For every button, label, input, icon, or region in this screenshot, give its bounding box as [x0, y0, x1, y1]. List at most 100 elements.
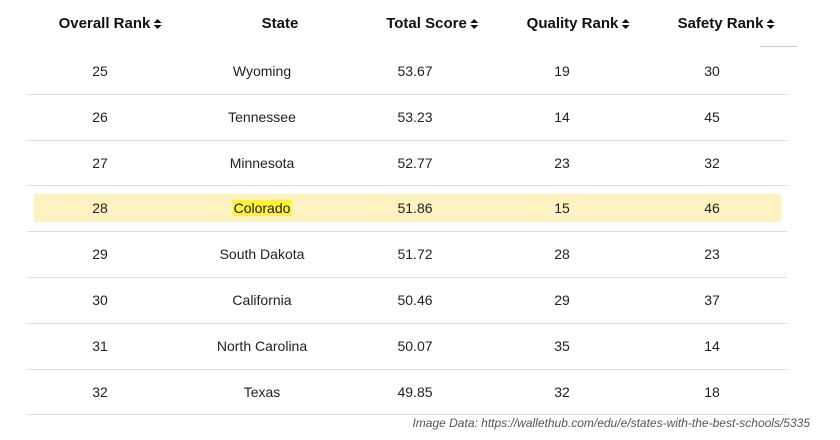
cell-text: 28 — [92, 200, 108, 217]
table-cell: 53.23 — [397, 105, 432, 129]
table-cell: 27 — [92, 151, 108, 175]
table-cell: 15 — [554, 196, 570, 220]
cell-text: Texas — [243, 383, 281, 400]
header-cell: State — [262, 12, 299, 36]
sort-icon — [766, 19, 775, 30]
table-cell: 28 — [92, 196, 108, 220]
header-cell[interactable]: Total Score — [386, 12, 478, 36]
cell-text: 52.77 — [397, 154, 433, 171]
table-cell: Colorado — [232, 196, 292, 220]
table-cell: 30 — [704, 59, 720, 83]
table-cell: 29 — [92, 242, 108, 266]
cell-text: 23 — [554, 154, 570, 171]
header-rule — [760, 46, 798, 47]
cell-text: 30 — [92, 292, 108, 308]
row-separator — [27, 231, 787, 233]
table-cell: 53.67 — [397, 59, 432, 83]
table-cell: 50.07 — [397, 334, 432, 358]
cell-text: 50.07 — [397, 337, 433, 354]
cell-text: South Dakota — [219, 246, 305, 263]
sort-icon — [153, 19, 162, 30]
header-text: State — [261, 15, 299, 32]
cell-text: North Carolina — [216, 337, 308, 354]
cell-text: 45 — [704, 108, 720, 125]
header-text: Overall Rank — [58, 15, 151, 32]
row-separator — [27, 414, 787, 416]
header-cell[interactable]: Quality Rank — [527, 12, 630, 36]
table-cell: 51.72 — [397, 242, 432, 266]
table-cell: 28 — [554, 242, 570, 266]
table-cell: Texas — [244, 380, 281, 404]
cell-text: 14 — [554, 108, 570, 125]
cell-text: 29 — [554, 292, 570, 308]
table-cell: 25 — [92, 59, 108, 83]
header-text: Safety Rank — [677, 15, 764, 32]
cell-text: 35 — [554, 337, 570, 354]
cell-text: 29 — [92, 246, 108, 263]
cell-text: 23 — [704, 246, 720, 263]
row-separator — [27, 277, 787, 278]
table-cell: 46 — [704, 196, 720, 220]
cell-text: 50.46 — [397, 292, 433, 308]
cell-text: 32 — [554, 383, 570, 400]
table-cell: South Dakota — [220, 242, 305, 266]
cell-text: 31 — [92, 337, 108, 354]
cell-text: 15 — [554, 200, 570, 217]
table-cell: 52.77 — [397, 151, 432, 175]
table-cell: 26 — [92, 105, 108, 129]
table-cell: 32 — [554, 380, 570, 404]
table-cell: 14 — [554, 105, 570, 129]
cell-text: 53.23 — [397, 108, 433, 125]
table-cell: 19 — [554, 59, 570, 83]
cell-text: 27 — [92, 154, 108, 171]
row-separator — [27, 322, 787, 324]
table-cell: California — [232, 288, 291, 312]
cell-text: Colorado — [232, 200, 292, 217]
table-cell: 32 — [92, 380, 108, 404]
table-cell: 49.85 — [397, 380, 432, 404]
cell-text: 28 — [554, 246, 570, 263]
cell-text: 25 — [92, 63, 108, 79]
cell-text: 32 — [92, 383, 108, 400]
table-cell: 35 — [554, 334, 570, 358]
table-cell: 31 — [92, 334, 108, 358]
row-separator — [27, 368, 787, 370]
table-cell: Wyoming — [233, 59, 291, 83]
row-separator — [27, 93, 787, 95]
table-cell: 29 — [554, 288, 570, 312]
table-cell: 32 — [704, 151, 720, 175]
cell-text: Wyoming — [232, 63, 292, 79]
row-separator — [27, 185, 787, 187]
cell-text: 30 — [704, 63, 720, 79]
cell-text: 32 — [704, 154, 720, 171]
cell-text: Minnesota — [229, 154, 295, 171]
header-text: Total Score — [386, 15, 467, 32]
highlight-band — [34, 194, 781, 223]
header-cell[interactable]: Overall Rank — [59, 12, 162, 36]
table-cell: 18 — [704, 380, 720, 404]
cell-text: Tennessee — [228, 108, 296, 125]
header-cell[interactable]: Safety Rank — [678, 12, 775, 36]
table-cell: Minnesota — [230, 151, 295, 175]
table-cell: 51.86 — [397, 196, 432, 220]
table-cell: North Carolina — [217, 334, 307, 358]
table-cell: 37 — [704, 288, 720, 312]
sort-icon — [469, 19, 478, 30]
table-cell: 14 — [704, 334, 720, 358]
cell-text: 14 — [704, 337, 720, 354]
row-separator — [27, 139, 787, 141]
cell-text: 49.85 — [397, 383, 433, 400]
table-cell: 50.46 — [397, 288, 432, 312]
cell-text: 37 — [704, 292, 720, 308]
cell-text: 26 — [92, 108, 108, 125]
table-cell: 23 — [704, 242, 720, 266]
table-cell: Tennessee — [228, 105, 296, 129]
header-text: Quality Rank — [526, 15, 619, 32]
table-cell: 30 — [92, 288, 108, 312]
cell-text: California — [232, 292, 292, 308]
table-cell: 23 — [554, 151, 570, 175]
cell-text: 51.72 — [397, 246, 433, 263]
cell-text: 18 — [704, 383, 720, 400]
sort-icon — [621, 19, 630, 30]
